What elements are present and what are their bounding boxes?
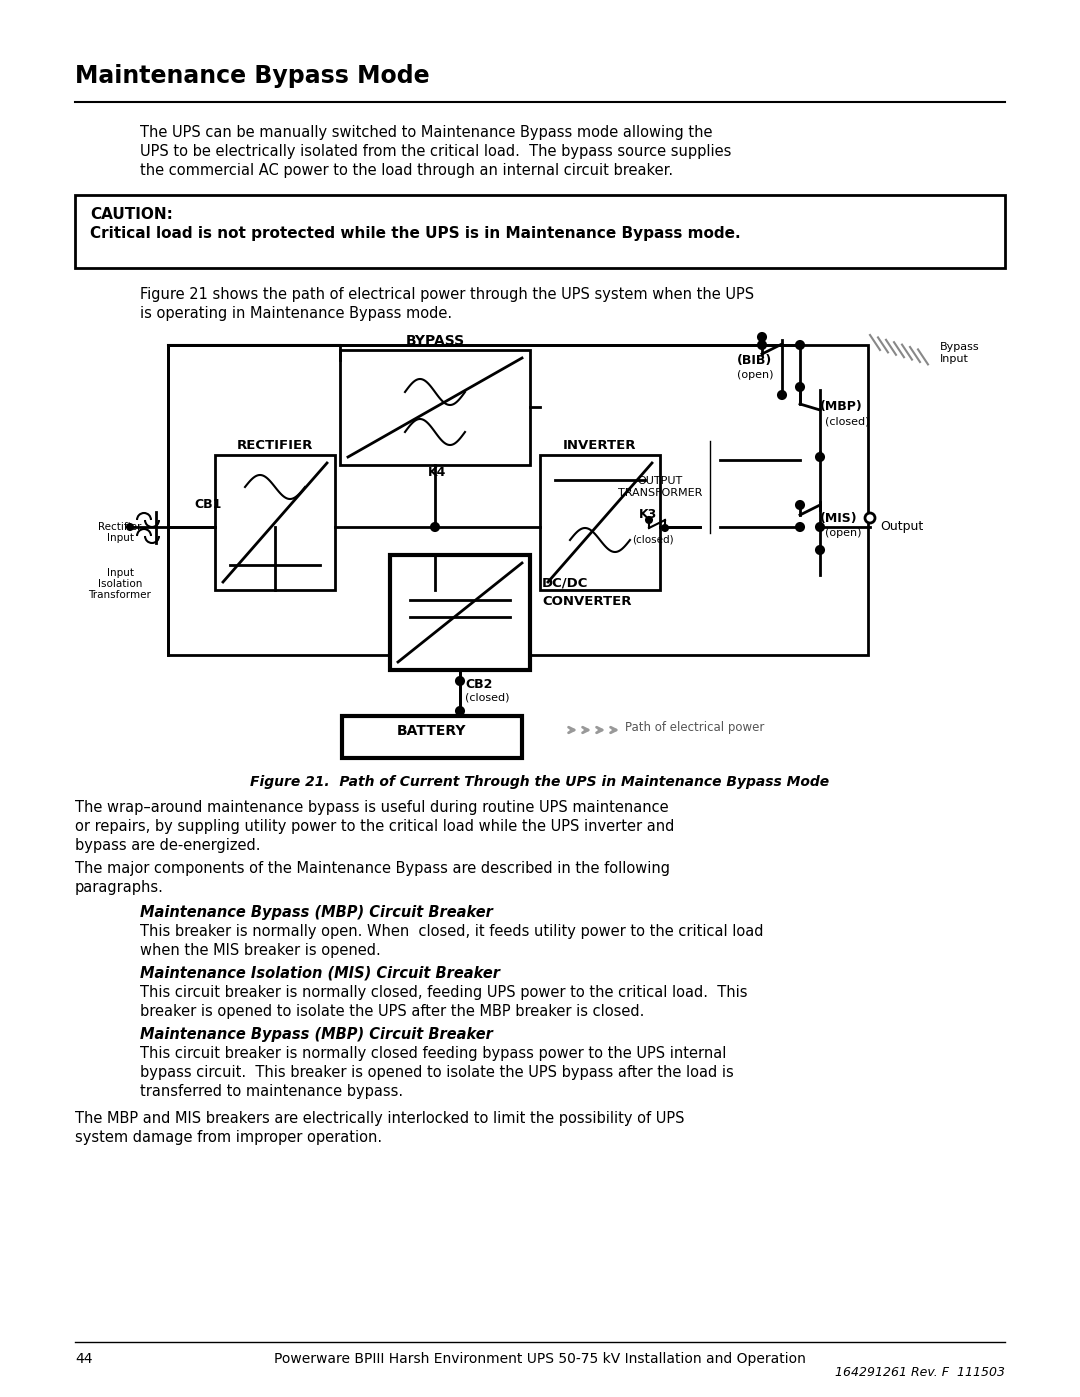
Bar [340, 351, 530, 465]
Text: This circuit breaker is normally closed, feeding UPS power to the critical load.: This circuit breaker is normally closed,… [140, 985, 747, 1000]
Bar [168, 345, 868, 655]
Text: (closed): (closed) [632, 535, 674, 545]
Circle shape [778, 391, 786, 400]
Circle shape [796, 522, 804, 531]
Text: CB1: CB1 [194, 497, 221, 511]
Text: This circuit breaker is normally closed feeding bypass power to the UPS internal: This circuit breaker is normally closed … [140, 1046, 727, 1060]
Circle shape [796, 341, 804, 349]
Text: Maintenance Bypass Mode: Maintenance Bypass Mode [75, 64, 430, 88]
Text: 44: 44 [75, 1352, 93, 1366]
Text: K3: K3 [639, 509, 658, 521]
Text: K4: K4 [428, 467, 446, 479]
Circle shape [431, 522, 438, 531]
Text: The wrap–around maintenance bypass is useful during routine UPS maintenance: The wrap–around maintenance bypass is us… [75, 800, 669, 814]
Text: system damage from improper operation.: system damage from improper operation. [75, 1130, 382, 1146]
Text: breaker is opened to isolate the UPS after the MBP breaker is closed.: breaker is opened to isolate the UPS aft… [140, 1004, 645, 1018]
Circle shape [456, 678, 464, 685]
Circle shape [646, 517, 652, 522]
Text: BATTERY: BATTERY [397, 724, 467, 738]
Text: Rectifier: Rectifier [98, 522, 141, 532]
Text: (closed): (closed) [825, 416, 869, 426]
Circle shape [816, 546, 824, 555]
Text: OUTPUT: OUTPUT [637, 476, 683, 486]
Text: CAUTION:: CAUTION: [90, 207, 173, 222]
Text: (BIB): (BIB) [738, 353, 772, 367]
Text: Input: Input [940, 353, 969, 365]
Text: Output: Output [880, 520, 923, 534]
Text: Maintenance Isolation (MIS) Circuit Breaker: Maintenance Isolation (MIS) Circuit Brea… [140, 965, 500, 981]
Text: Isolation: Isolation [98, 578, 143, 590]
Circle shape [662, 525, 669, 531]
Text: Bypass: Bypass [940, 342, 980, 352]
Text: Input: Input [107, 534, 134, 543]
Text: TRANSFORMER: TRANSFORMER [618, 488, 702, 497]
Bar [75, 196, 1005, 268]
Text: CONVERTER: CONVERTER [542, 595, 632, 608]
Text: The MBP and MIS breakers are electrically interlocked to limit the possibility o: The MBP and MIS breakers are electricall… [75, 1111, 685, 1126]
Text: when the MIS breaker is opened.: when the MIS breaker is opened. [140, 943, 381, 958]
Circle shape [865, 513, 875, 522]
Text: (MIS): (MIS) [820, 511, 858, 525]
Text: bypass are de-energized.: bypass are de-energized. [75, 838, 260, 854]
Circle shape [758, 332, 766, 341]
Circle shape [127, 524, 133, 529]
Circle shape [758, 341, 766, 349]
Text: Powerware BPIII Harsh Environment UPS 50-75 kV Installation and Operation: Powerware BPIII Harsh Environment UPS 50… [274, 1352, 806, 1366]
Text: (open): (open) [825, 528, 862, 538]
Text: Transformer: Transformer [89, 590, 151, 599]
Text: Maintenance Bypass (MBP) Circuit Breaker: Maintenance Bypass (MBP) Circuit Breaker [140, 905, 492, 921]
Text: Figure 21.  Path of Current Through the UPS in Maintenance Bypass Mode: Figure 21. Path of Current Through the U… [251, 775, 829, 789]
Text: The major components of the Maintenance Bypass are described in the following: The major components of the Maintenance … [75, 861, 670, 876]
Text: The UPS can be manually switched to Maintenance Bypass mode allowing the: The UPS can be manually switched to Main… [140, 124, 713, 140]
Text: (open): (open) [737, 370, 773, 380]
Text: INVERTER: INVERTER [564, 439, 637, 453]
Text: Path of electrical power: Path of electrical power [625, 721, 765, 735]
Text: This breaker is normally open. When  closed, it feeds utility power to the criti: This breaker is normally open. When clos… [140, 923, 764, 939]
Circle shape [796, 502, 804, 509]
Text: the commercial AC power to the load through an internal circuit breaker.: the commercial AC power to the load thro… [140, 163, 673, 177]
Text: UPS to be electrically isolated from the critical load.  The bypass source suppl: UPS to be electrically isolated from the… [140, 144, 731, 159]
Text: Figure 21 shows the path of electrical power through the UPS system when the UPS: Figure 21 shows the path of electrical p… [140, 286, 754, 302]
Bar [390, 555, 530, 671]
Text: transferred to maintenance bypass.: transferred to maintenance bypass. [140, 1084, 403, 1099]
Circle shape [456, 707, 464, 715]
Text: is operating in Maintenance Bypass mode.: is operating in Maintenance Bypass mode. [140, 306, 453, 321]
Text: DC/DC: DC/DC [542, 577, 589, 590]
Text: or repairs, by suppling utility power to the critical load while the UPS inverte: or repairs, by suppling utility power to… [75, 819, 674, 834]
Text: 164291261 Rev. F  111503: 164291261 Rev. F 111503 [835, 1366, 1005, 1379]
Text: RECTIFIER: RECTIFIER [237, 439, 313, 453]
Text: Input: Input [107, 569, 134, 578]
Text: Critical load is not protected while the UPS is in Maintenance Bypass mode.: Critical load is not protected while the… [90, 226, 741, 242]
Text: paragraphs.: paragraphs. [75, 880, 164, 895]
Bar [342, 717, 522, 759]
Text: CB2: CB2 [465, 678, 492, 692]
Bar [540, 455, 660, 590]
Text: bypass circuit.  This breaker is opened to isolate the UPS bypass after the load: bypass circuit. This breaker is opened t… [140, 1065, 733, 1080]
Text: (MBP): (MBP) [820, 400, 863, 414]
Text: Maintenance Bypass (MBP) Circuit Breaker: Maintenance Bypass (MBP) Circuit Breaker [140, 1027, 492, 1042]
Text: BYPASS: BYPASS [405, 334, 464, 348]
Circle shape [816, 453, 824, 461]
Text: (closed): (closed) [465, 693, 510, 703]
Bar [215, 455, 335, 590]
Circle shape [816, 522, 824, 531]
Circle shape [796, 383, 804, 391]
